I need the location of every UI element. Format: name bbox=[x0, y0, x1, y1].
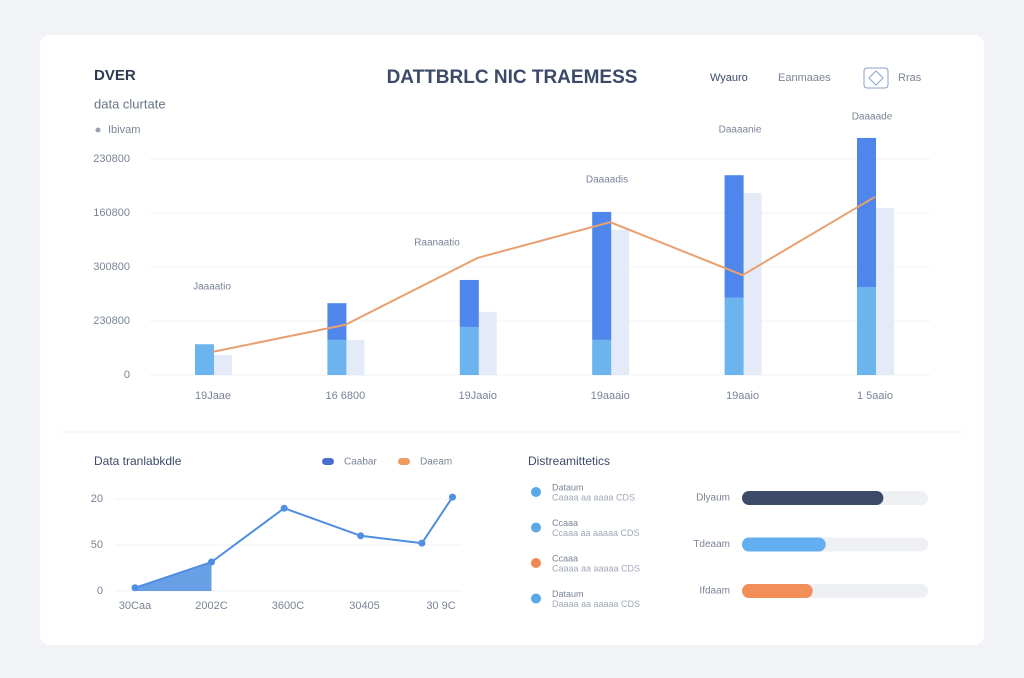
panel-title: Data tranlabkdle bbox=[94, 454, 182, 468]
bar-upper bbox=[592, 211, 612, 340]
nav-item[interactable]: Eanmaaes bbox=[778, 72, 831, 84]
bar-pale bbox=[478, 311, 497, 375]
bar-pale bbox=[876, 208, 894, 375]
annotation: Daaaadis bbox=[586, 175, 628, 186]
bar-label: Ifdaam bbox=[699, 586, 730, 597]
x-tick-label: 19Jaaio bbox=[459, 390, 498, 402]
x-tick-label: 2002C bbox=[195, 600, 227, 612]
y-tick-label: 300800 bbox=[93, 261, 130, 273]
bar-lower bbox=[592, 339, 612, 375]
panel-title: Distreamittetics bbox=[528, 454, 610, 468]
x-tick-label: 1 5aaio bbox=[857, 390, 893, 402]
y-tick-label: 0 bbox=[124, 369, 130, 381]
bar-pale bbox=[346, 339, 365, 375]
y-tick-label: 0 bbox=[97, 585, 103, 597]
stat-label: Ccaaa bbox=[552, 553, 578, 563]
bar-lower bbox=[724, 297, 744, 375]
stat-label: Ccaaa bbox=[552, 518, 578, 528]
x-tick-label: 30 9C bbox=[426, 600, 455, 612]
stat-dot bbox=[531, 593, 541, 604]
legend-swatch bbox=[398, 458, 410, 465]
nav-item[interactable]: Rras bbox=[898, 72, 922, 84]
point bbox=[418, 539, 426, 547]
y-tick-label: 160800 bbox=[93, 207, 130, 219]
annotation: Daaaade bbox=[852, 112, 893, 123]
x-tick-label: 16 6800 bbox=[326, 390, 366, 402]
x-tick-label: 30Caa bbox=[119, 600, 152, 612]
point bbox=[131, 584, 139, 592]
bar-pale bbox=[611, 229, 630, 375]
stat-detail: Caaaa aa aaaaa CDS bbox=[552, 563, 640, 573]
stat-dot bbox=[531, 522, 541, 533]
legend-swatch bbox=[322, 458, 334, 465]
y-tick-label: 20 bbox=[91, 493, 103, 505]
bar-pale bbox=[743, 193, 762, 375]
bar-upper bbox=[724, 175, 744, 298]
annotation: Raanaatio bbox=[414, 238, 460, 249]
x-tick-label: 30405 bbox=[349, 600, 380, 612]
annotation: Daaaanie bbox=[719, 125, 762, 136]
point bbox=[357, 532, 365, 540]
stat-detail: Daaaa aa aaaaa CDS bbox=[552, 599, 640, 609]
bar-label: Dlyaum bbox=[696, 493, 730, 504]
stat-detail: Caaaa aa aaaa CDS bbox=[552, 492, 635, 502]
x-tick-label: 19aaaio bbox=[591, 390, 630, 402]
trend-line bbox=[212, 195, 876, 353]
page-title: DATTBRLC NIC TRAEMESS bbox=[387, 67, 638, 88]
bar-label: Tdeaam bbox=[693, 539, 730, 550]
bar bbox=[742, 491, 884, 505]
logo: DVER bbox=[94, 67, 136, 84]
stat-detail: Ccaaa aa aaaaa CDS bbox=[552, 528, 640, 538]
bar-pale bbox=[214, 355, 232, 375]
legend-label: Ibivam bbox=[108, 124, 140, 136]
y-tick-label: 230800 bbox=[93, 315, 130, 327]
legend-label: Caabar bbox=[344, 457, 377, 468]
bar-lower bbox=[195, 344, 214, 375]
y-tick-label: 230800 bbox=[93, 153, 130, 165]
x-tick-label: 19Jaae bbox=[195, 390, 231, 402]
point bbox=[448, 493, 456, 501]
bar bbox=[742, 584, 813, 598]
bar bbox=[742, 537, 826, 552]
legend-dot bbox=[95, 127, 101, 133]
x-tick-label: 19aaio bbox=[726, 390, 759, 402]
bar-lower bbox=[857, 286, 876, 375]
x-tick-label: 3600C bbox=[272, 600, 304, 612]
nav-item[interactable]: Wyauro bbox=[710, 72, 748, 84]
stat-label: Dataum bbox=[552, 482, 584, 492]
bar-lower bbox=[327, 339, 347, 375]
bar-upper bbox=[857, 137, 876, 287]
line bbox=[134, 496, 454, 589]
point bbox=[280, 504, 288, 512]
legend-label: Daeam bbox=[420, 457, 452, 468]
nav-icon-glyph bbox=[868, 70, 884, 86]
bar-upper bbox=[459, 279, 479, 327]
bar-lower bbox=[459, 326, 479, 375]
point bbox=[208, 558, 215, 566]
stat-dot bbox=[531, 487, 541, 497]
nav-icon[interactable] bbox=[863, 67, 889, 89]
card bbox=[40, 35, 984, 645]
stat-dot bbox=[531, 558, 541, 568]
y-tick-label: 50 bbox=[91, 539, 103, 551]
subtitle: data clurtate bbox=[94, 96, 166, 111]
bar-upper bbox=[327, 303, 347, 340]
stat-label: Dataum bbox=[552, 589, 584, 599]
annotation: Jaaaatio bbox=[193, 282, 231, 293]
